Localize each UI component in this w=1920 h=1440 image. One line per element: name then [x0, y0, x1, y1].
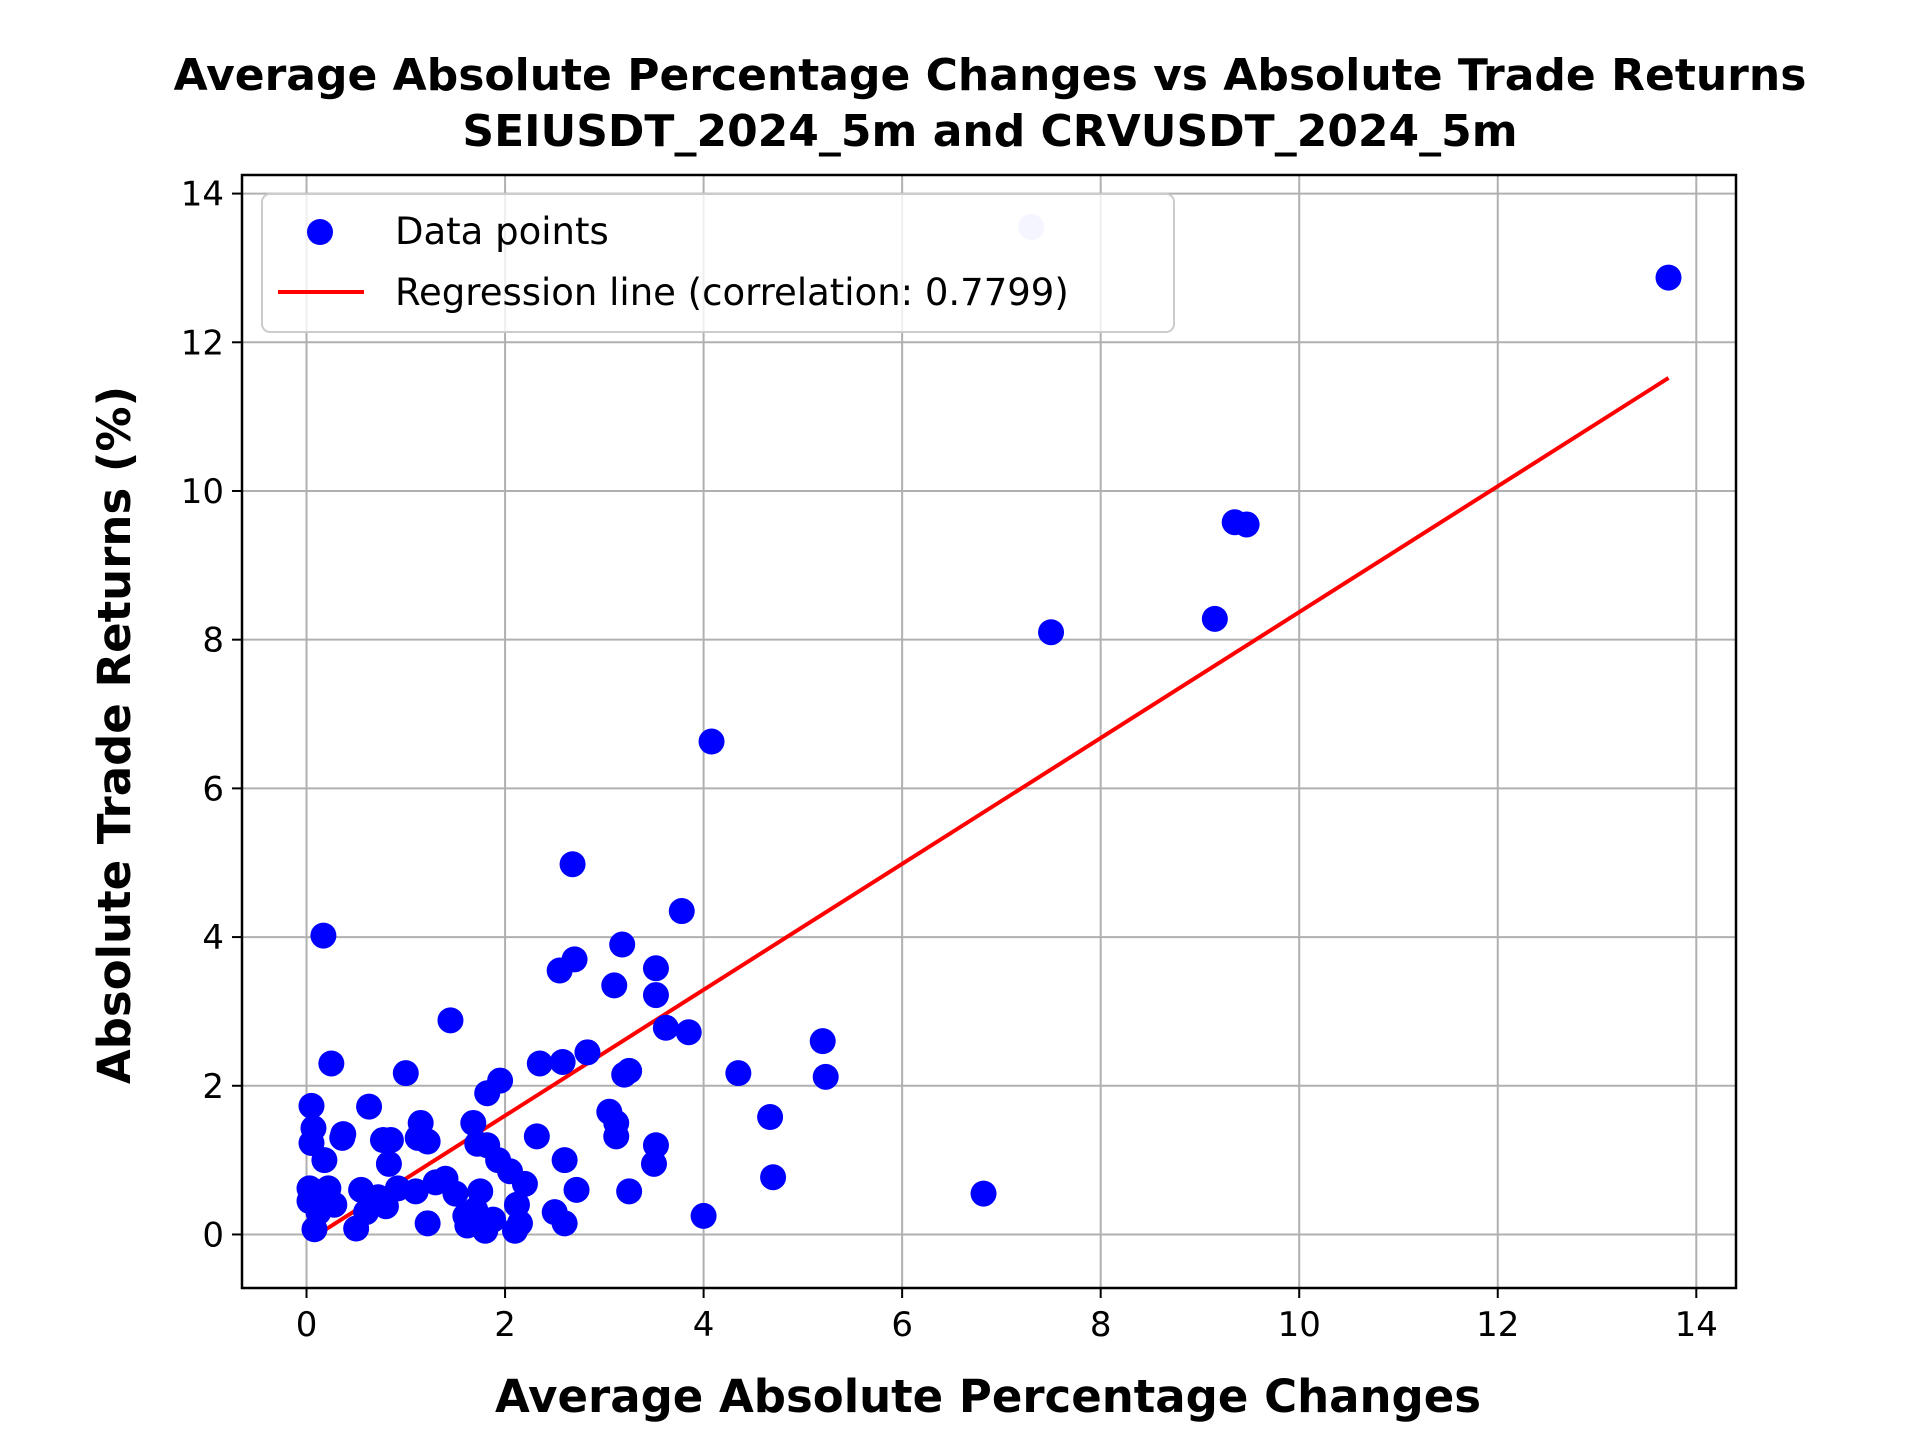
- regression-line: [308, 376, 1670, 1242]
- data-point: [1655, 264, 1682, 291]
- data-point: [402, 1178, 429, 1205]
- data-point: [574, 1039, 601, 1066]
- data-point: [305, 1199, 332, 1226]
- data-point: [526, 1050, 553, 1077]
- data-point: [559, 851, 586, 878]
- data-point: [601, 972, 628, 999]
- data-point: [603, 1123, 630, 1150]
- y-tick-label: 10: [181, 472, 224, 512]
- data-point: [551, 1210, 578, 1237]
- data-point: [616, 1178, 643, 1205]
- data-point: [375, 1150, 402, 1177]
- y-tick-label: 6: [202, 769, 224, 809]
- legend: Data points Regression line (correlation…: [261, 193, 1175, 333]
- legend-scatter-marker: [307, 219, 333, 245]
- x-tick-label: 4: [693, 1305, 715, 1345]
- data-point: [609, 931, 636, 958]
- y-axis-ticks: 0 2 4 6 8 10 12 14: [181, 175, 242, 1255]
- legend-label-data-points: Data points: [395, 210, 609, 253]
- y-tick-label: 2: [202, 1067, 224, 1107]
- data-points-layer: [296, 214, 1682, 1244]
- data-point: [642, 1132, 669, 1159]
- y-tick-label: 0: [202, 1215, 224, 1255]
- data-point: [460, 1109, 487, 1136]
- data-point: [616, 1057, 643, 1084]
- data-point: [414, 1210, 441, 1237]
- data-point: [675, 1019, 702, 1046]
- data-point: [437, 1007, 464, 1034]
- plot-frame: [240, 173, 1738, 1290]
- data-point: [472, 1217, 499, 1244]
- x-tick-label: 12: [1476, 1305, 1519, 1345]
- data-point: [563, 1176, 590, 1203]
- data-point: [549, 1048, 576, 1075]
- data-point: [392, 1060, 419, 1087]
- y-tick-label: 4: [202, 918, 224, 958]
- data-point: [760, 1164, 787, 1191]
- chart-title: Average Absolute Percentage Changes vs A…: [174, 50, 1807, 101]
- data-point: [1233, 511, 1260, 538]
- data-point: [690, 1202, 717, 1229]
- data-point: [329, 1124, 356, 1151]
- regression-layer: [308, 376, 1670, 1242]
- x-tick-label: 2: [494, 1305, 516, 1345]
- y-tick-label: 14: [181, 175, 224, 215]
- x-tick-label: 14: [1675, 1305, 1718, 1345]
- legend-label-regression-line: Regression line (correlation: 0.7799): [395, 271, 1069, 314]
- x-tick-label: 10: [1278, 1305, 1321, 1345]
- data-point: [442, 1180, 469, 1207]
- data-point: [377, 1127, 404, 1154]
- data-point: [1201, 605, 1228, 632]
- x-tick-label: 8: [1090, 1305, 1112, 1345]
- axes: [240, 173, 1738, 1290]
- y-tick-label: 8: [202, 621, 224, 661]
- data-point: [561, 946, 588, 973]
- x-axis-ticks: 0 2 4 6 8 10 12 14: [296, 1288, 1718, 1345]
- chart-subtitle: SEIUSDT_2024_5m and CRVUSDT_2024_5m: [462, 106, 1517, 157]
- data-point: [298, 1092, 325, 1119]
- data-point: [511, 1170, 538, 1197]
- data-point: [1038, 619, 1065, 646]
- legend-box: [261, 193, 1175, 333]
- data-point: [812, 1063, 839, 1090]
- data-point: [809, 1028, 836, 1055]
- data-point: [523, 1123, 550, 1150]
- data-point: [356, 1093, 383, 1120]
- data-point: [310, 922, 337, 949]
- x-tick-label: 0: [296, 1305, 318, 1345]
- data-point: [642, 955, 669, 982]
- data-point: [551, 1147, 578, 1174]
- data-point: [506, 1210, 533, 1237]
- data-point: [487, 1067, 514, 1094]
- x-axis-label: Average Absolute Percentage Changes: [495, 1370, 1481, 1423]
- data-point: [668, 898, 695, 925]
- data-point: [970, 1180, 997, 1207]
- y-tick-label: 12: [181, 323, 224, 363]
- data-point: [467, 1178, 494, 1205]
- data-point: [652, 1014, 679, 1041]
- x-tick-label: 6: [891, 1305, 913, 1345]
- data-point: [642, 982, 669, 1009]
- data-point: [698, 728, 725, 755]
- data-point: [404, 1124, 431, 1151]
- data-point: [757, 1103, 784, 1130]
- data-point: [311, 1147, 338, 1174]
- y-axis-label: Absolute Trade Returns (%): [88, 386, 141, 1084]
- data-point: [725, 1060, 752, 1087]
- data-point: [318, 1050, 345, 1077]
